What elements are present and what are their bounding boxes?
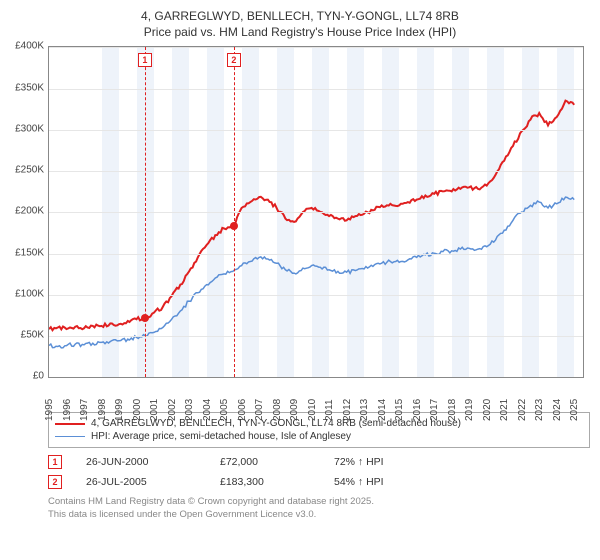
y-axis: £0£50K£100K£150K£200K£250K£300K£350K£400… (0, 46, 46, 378)
x-tick-label: 2015 (394, 399, 405, 421)
gridline (49, 254, 583, 255)
sale-date: 26-JUN-2000 (86, 456, 196, 468)
y-tick-label: £150K (15, 247, 44, 258)
x-tick-label: 2018 (447, 399, 458, 421)
x-tick-label: 2003 (184, 399, 195, 421)
gridline (49, 212, 583, 213)
sale-row: 2 26-JUL-2005 £183,300 54% ↑ HPI (48, 472, 590, 492)
x-tick-label: 2017 (429, 399, 440, 421)
x-tick-label: 1997 (79, 399, 90, 421)
gridline (49, 295, 583, 296)
x-tick-label: 2021 (499, 399, 510, 421)
x-axis: 1995199619971998199920002001200220032004… (48, 378, 584, 406)
sale-delta: 72% ↑ HPI (334, 456, 384, 468)
x-tick-label: 2009 (289, 399, 300, 421)
y-tick-label: £200K (15, 206, 44, 217)
x-tick-label: 2013 (359, 399, 370, 421)
chart-area: £0£50K£100K£150K£200K£250K£300K£350K£400… (0, 46, 594, 406)
x-tick-label: 2024 (552, 399, 563, 421)
sale-badge: 2 (48, 475, 62, 489)
x-tick-label: 2005 (219, 399, 230, 421)
x-tick-label: 2011 (324, 400, 335, 422)
footer: Contains HM Land Registry data © Crown c… (48, 496, 590, 521)
x-tick-label: 2020 (482, 399, 493, 421)
y-tick-label: £250K (15, 165, 44, 176)
sale-marker-dot (230, 222, 238, 230)
x-tick-label: 2025 (569, 399, 580, 421)
sale-marker-line (234, 47, 235, 377)
y-tick-label: £400K (15, 41, 44, 52)
legend-label: HPI: Average price, semi-detached house,… (91, 431, 351, 442)
x-tick-label: 2007 (254, 399, 265, 421)
title-line1: 4, GARREGLWYD, BENLLECH, TYN-Y-GONGL, LL… (10, 8, 590, 24)
sale-date: 26-JUL-2005 (86, 476, 196, 488)
sale-marker-label: 2 (227, 53, 241, 67)
sale-marker-label: 1 (138, 53, 152, 67)
y-tick-label: £300K (15, 123, 44, 134)
legend-swatch (55, 423, 85, 425)
footer-line2: This data is licensed under the Open Gov… (48, 509, 590, 521)
footer-line1: Contains HM Land Registry data © Crown c… (48, 496, 590, 508)
sale-badge: 1 (48, 455, 62, 469)
series-line-hpi (49, 197, 574, 348)
title-line2: Price paid vs. HM Land Registry's House … (10, 24, 590, 40)
x-tick-label: 1996 (62, 399, 73, 421)
sale-delta: 54% ↑ HPI (334, 476, 384, 488)
plot-area: 12 (48, 46, 584, 378)
gridline (49, 171, 583, 172)
x-tick-label: 2004 (202, 399, 213, 421)
x-tick-label: 2023 (534, 399, 545, 421)
x-tick-label: 2019 (464, 399, 475, 421)
x-tick-label: 2016 (412, 399, 423, 421)
x-tick-label: 2010 (307, 399, 318, 421)
sale-row: 1 26-JUN-2000 £72,000 72% ↑ HPI (48, 452, 590, 472)
series-line-price_paid (49, 101, 574, 331)
legend-row: HPI: Average price, semi-detached house,… (55, 430, 583, 443)
y-tick-label: £350K (15, 82, 44, 93)
x-tick-label: 2000 (132, 399, 143, 421)
x-tick-label: 2012 (342, 399, 353, 421)
x-tick-label: 2022 (517, 399, 528, 421)
sale-price: £183,300 (220, 476, 310, 488)
x-tick-label: 1998 (97, 399, 108, 421)
x-tick-label: 1999 (114, 399, 125, 421)
chart-title: 4, GARREGLWYD, BENLLECH, TYN-Y-GONGL, LL… (0, 0, 600, 46)
y-tick-label: £100K (15, 288, 44, 299)
x-tick-label: 2002 (167, 399, 178, 421)
y-tick-label: £0 (33, 371, 44, 382)
y-tick-label: £50K (21, 330, 44, 341)
x-tick-label: 2001 (149, 399, 160, 421)
gridline (49, 130, 583, 131)
x-tick-label: 2008 (272, 399, 283, 421)
x-tick-label: 2014 (377, 399, 388, 421)
x-tick-label: 1995 (44, 399, 55, 421)
legend-swatch (55, 436, 85, 437)
sales-table: 1 26-JUN-2000 £72,000 72% ↑ HPI 2 26-JUL-2005… (48, 452, 590, 492)
gridline (49, 47, 583, 48)
gridline (49, 89, 583, 90)
gridline (49, 336, 583, 337)
sale-price: £72,000 (220, 456, 310, 468)
x-tick-label: 2006 (237, 399, 248, 421)
sale-marker-line (145, 47, 146, 377)
sale-marker-dot (141, 314, 149, 322)
